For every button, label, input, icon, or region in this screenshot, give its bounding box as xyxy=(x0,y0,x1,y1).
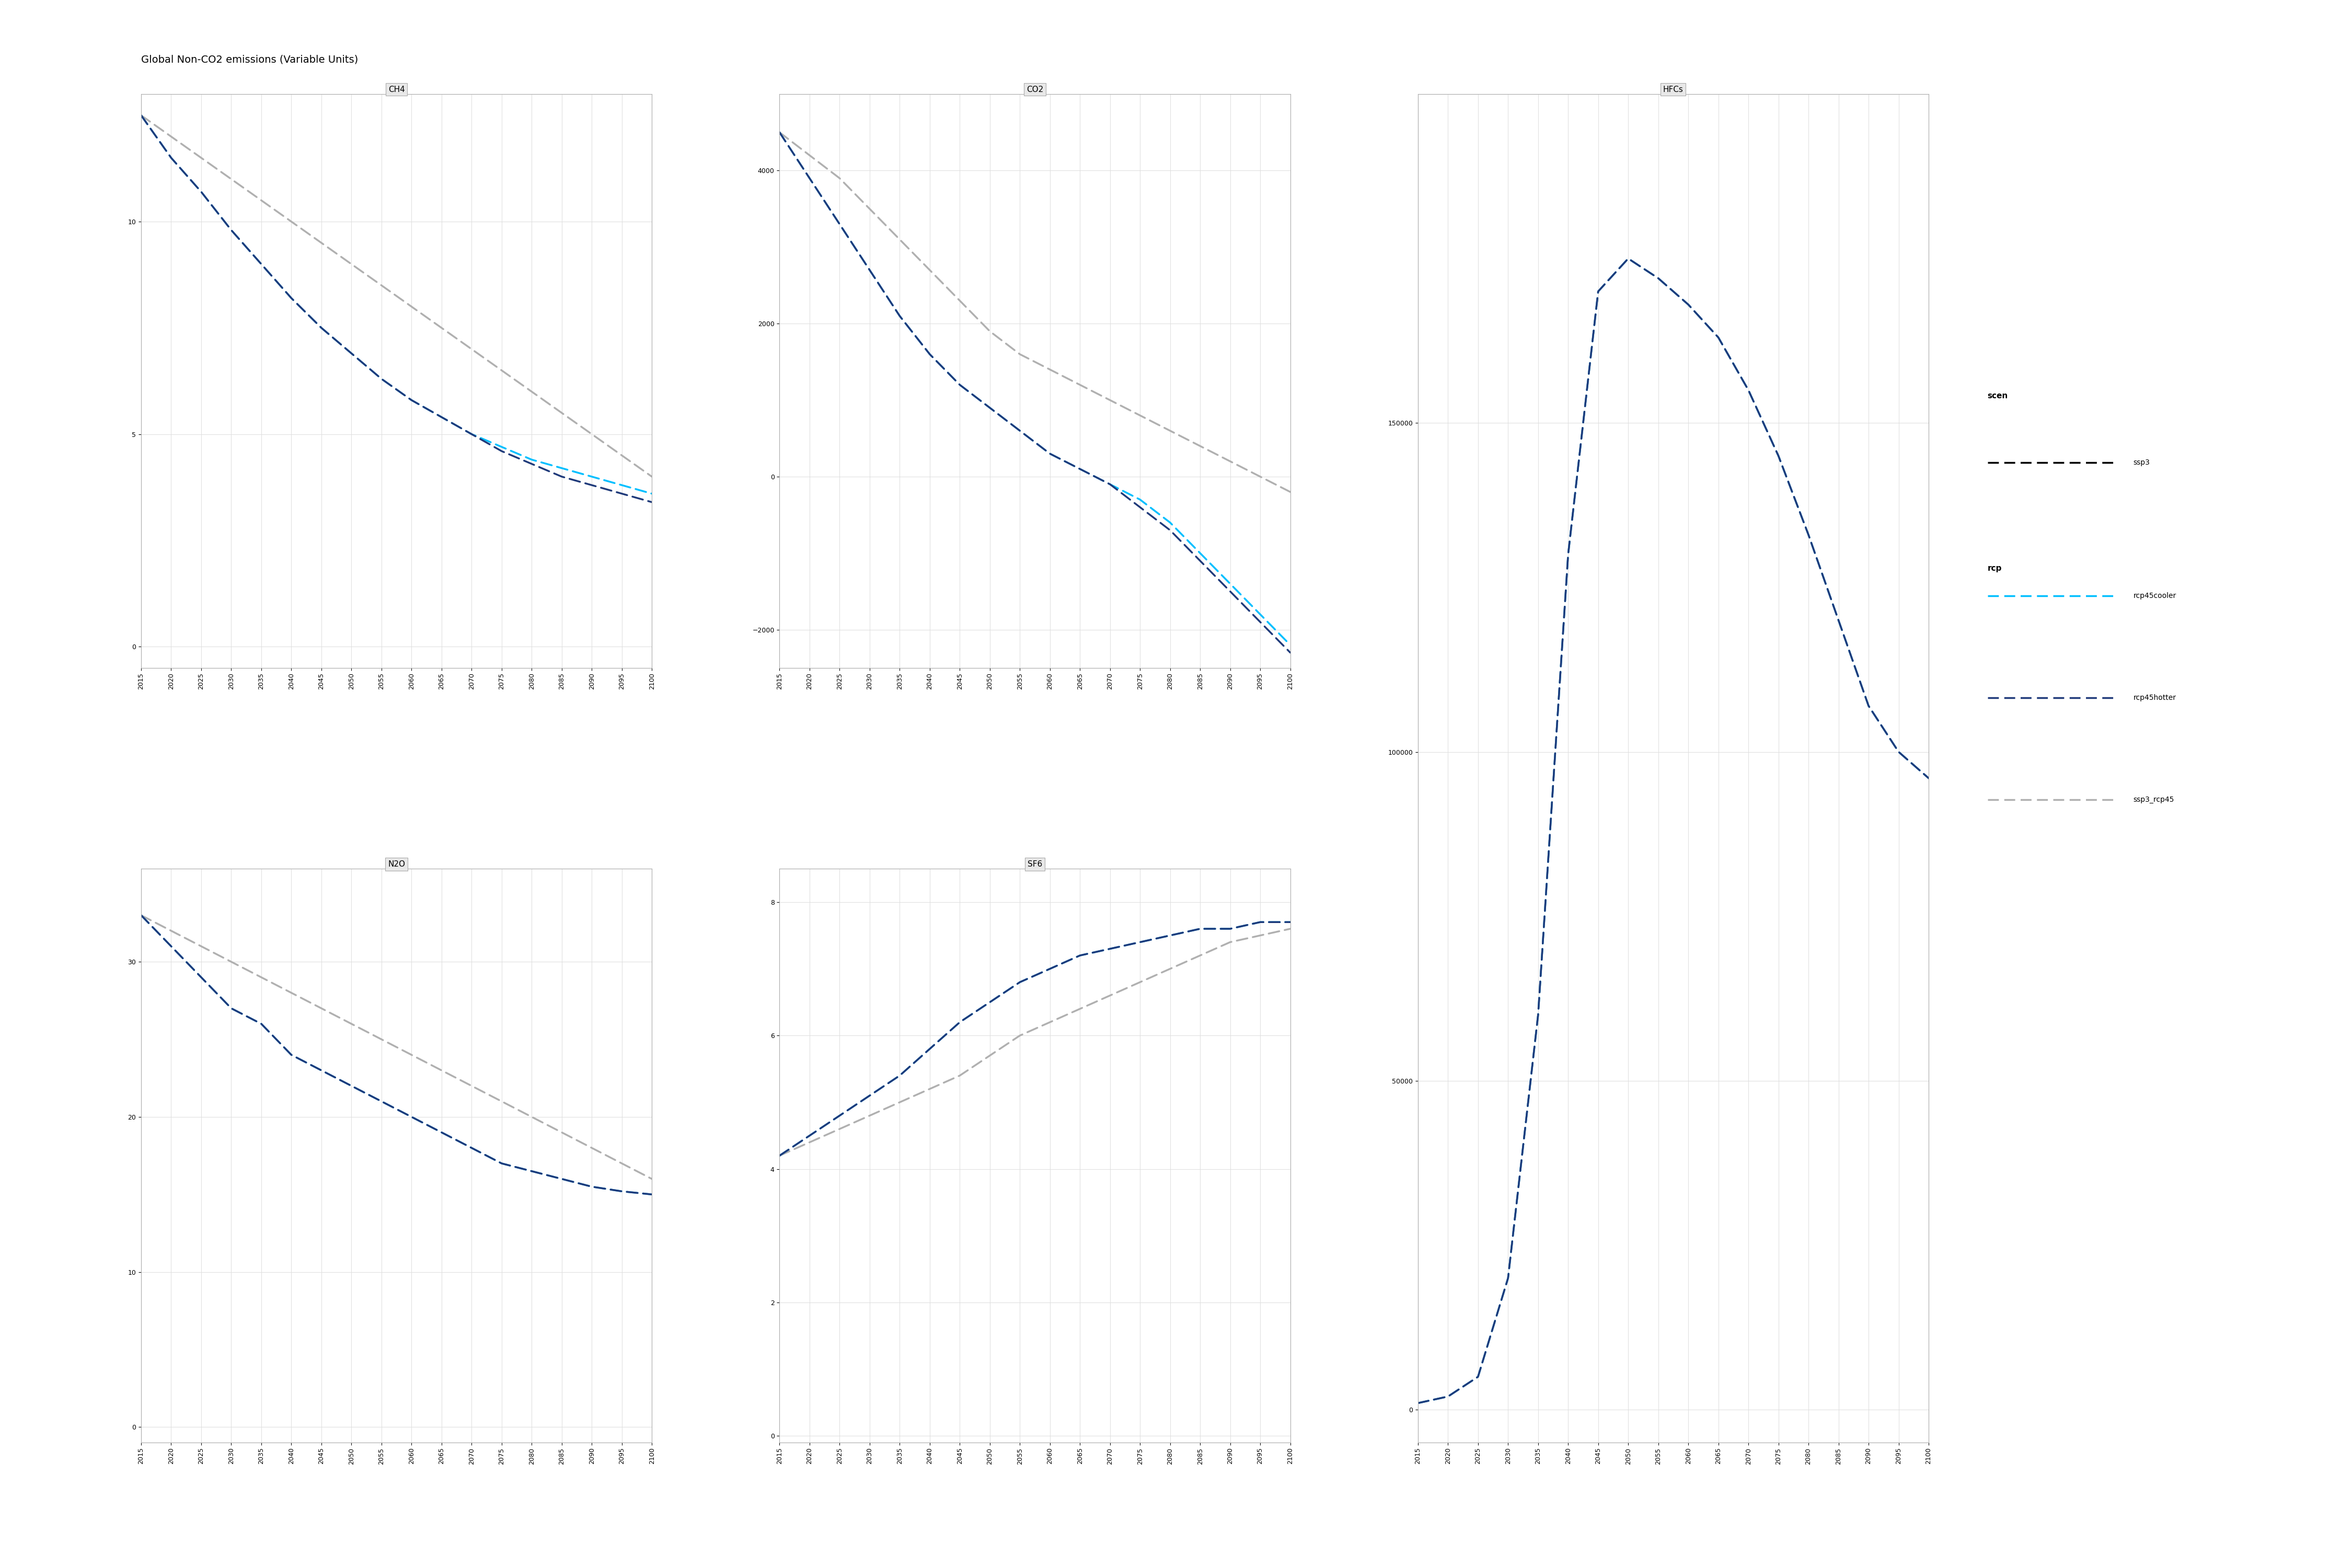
Title: CO2: CO2 xyxy=(1025,86,1044,94)
Title: CH4: CH4 xyxy=(388,86,405,94)
Text: rcp45cooler: rcp45cooler xyxy=(2133,593,2176,599)
Text: rcp45hotter: rcp45hotter xyxy=(2133,695,2176,701)
Text: scen: scen xyxy=(1987,392,2009,400)
Title: HFCs: HFCs xyxy=(1663,86,1684,94)
Text: ssp3: ssp3 xyxy=(2133,459,2150,466)
Title: N2O: N2O xyxy=(388,861,405,869)
Text: rcp: rcp xyxy=(1987,564,2002,572)
Text: Global Non-CO2 emissions (Variable Units): Global Non-CO2 emissions (Variable Units… xyxy=(141,55,358,64)
Title: SF6: SF6 xyxy=(1028,861,1042,869)
Text: ssp3_rcp45: ssp3_rcp45 xyxy=(2133,797,2173,803)
